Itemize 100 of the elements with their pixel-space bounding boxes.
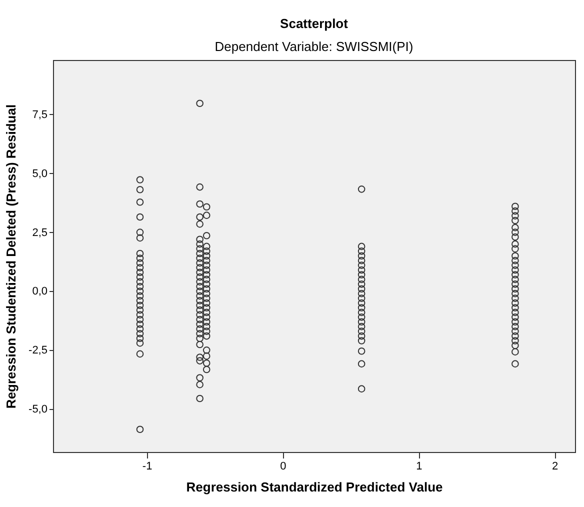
point	[512, 337, 519, 344]
point	[136, 264, 144, 272]
point	[196, 380, 204, 388]
point	[196, 240, 204, 248]
point	[202, 276, 210, 284]
point	[358, 347, 366, 355]
point	[196, 200, 204, 208]
point	[196, 278, 204, 286]
point	[196, 357, 204, 364]
point	[136, 292, 144, 300]
point	[136, 273, 144, 281]
point	[358, 328, 366, 335]
y-tick-label: -2,5	[28, 344, 48, 357]
point	[196, 254, 204, 262]
point	[196, 264, 204, 272]
point	[196, 288, 204, 295]
point	[512, 207, 519, 215]
point	[202, 256, 210, 264]
point	[358, 285, 366, 293]
point	[196, 245, 204, 252]
point	[202, 318, 210, 326]
point	[196, 273, 204, 281]
point	[196, 297, 204, 304]
point	[512, 224, 519, 232]
point	[358, 318, 366, 326]
point	[202, 262, 210, 269]
point	[202, 332, 210, 340]
point	[512, 342, 519, 350]
point	[512, 314, 519, 321]
point	[202, 346, 210, 354]
point	[512, 276, 519, 284]
point	[202, 290, 210, 298]
point	[136, 297, 144, 304]
point	[196, 374, 204, 382]
point	[136, 213, 144, 221]
point	[358, 186, 366, 193]
point	[196, 292, 204, 300]
point	[196, 220, 204, 228]
point	[136, 288, 144, 295]
point	[358, 276, 366, 284]
point	[202, 203, 210, 211]
point	[358, 314, 366, 321]
point	[136, 325, 144, 333]
point	[358, 385, 366, 392]
point	[202, 271, 210, 278]
point	[358, 248, 366, 255]
point	[196, 259, 204, 267]
point	[512, 212, 519, 220]
point	[136, 254, 144, 262]
point	[358, 252, 366, 260]
point	[512, 290, 519, 298]
point	[358, 304, 366, 312]
point	[136, 228, 144, 236]
point	[196, 394, 204, 402]
point	[136, 234, 144, 242]
chart-subtitle: Dependent Variable: SWISSMI(PI)	[214, 39, 414, 54]
point	[136, 350, 144, 358]
point	[202, 322, 210, 330]
point	[196, 325, 204, 333]
point	[358, 360, 366, 368]
point	[512, 304, 519, 312]
point	[136, 339, 144, 347]
point	[358, 332, 366, 340]
point	[196, 311, 204, 318]
point	[358, 322, 366, 330]
point	[136, 198, 144, 206]
point	[512, 256, 519, 264]
point	[202, 280, 210, 288]
point	[512, 228, 519, 236]
point	[202, 242, 210, 250]
point	[358, 337, 366, 344]
point	[196, 306, 204, 314]
x-axis-title: Regression Standardized Predicted Value	[186, 480, 443, 494]
y-tick-label: 5,0	[32, 168, 48, 180]
point	[512, 252, 519, 260]
point	[136, 176, 144, 184]
point	[136, 250, 144, 258]
point	[512, 271, 519, 278]
point	[202, 248, 210, 255]
y-axis-title: Regression Studentized Deleted (Press) Residual	[4, 104, 19, 409]
point	[136, 320, 144, 328]
point	[202, 328, 210, 335]
point	[196, 302, 204, 310]
point	[358, 294, 366, 302]
point	[512, 285, 519, 293]
point	[202, 294, 210, 302]
point	[136, 282, 144, 290]
chart-title: Scatterplot	[280, 16, 349, 31]
point	[202, 252, 210, 260]
point	[196, 320, 204, 328]
point	[136, 330, 144, 338]
point	[358, 256, 366, 264]
point	[358, 290, 366, 298]
x-tick-label: 1	[416, 460, 422, 472]
point	[512, 233, 519, 241]
point	[512, 240, 519, 248]
point	[512, 299, 519, 307]
y-tick-label: 7,5	[32, 108, 48, 121]
y-tick-label: 2,5	[32, 226, 48, 239]
point	[202, 314, 210, 321]
